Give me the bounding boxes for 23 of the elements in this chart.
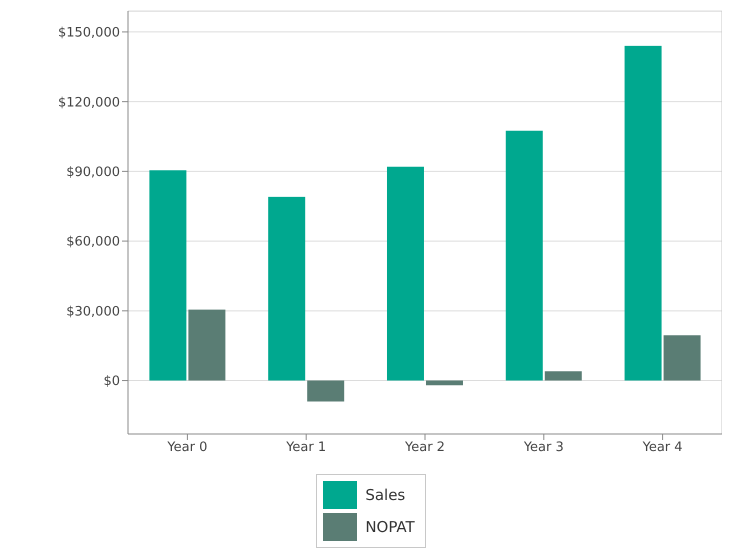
y-tick-label: $30,000 [66, 304, 120, 320]
y-tick-label: $60,000 [66, 234, 120, 250]
bar [624, 46, 662, 381]
bar [307, 380, 344, 402]
bar [664, 335, 701, 381]
bar [386, 166, 424, 381]
legend-label: NOPAT [365, 518, 415, 536]
y-tick-label: $90,000 [66, 164, 120, 180]
x-tick-label: Year 2 [404, 440, 445, 456]
bar [268, 196, 306, 381]
x-tick-label: Year 3 [522, 440, 564, 456]
x-tick-label: Year 4 [642, 440, 683, 456]
y-tick-label: $120,000 [58, 95, 120, 110]
bar [506, 130, 543, 381]
x-tick-label: Year 0 [166, 440, 208, 456]
bar [188, 310, 226, 381]
bar [426, 380, 463, 386]
bar [544, 371, 582, 381]
bar [149, 170, 186, 381]
x-tick-label: Year 1 [285, 440, 326, 456]
y-tick-label: $150,000 [58, 26, 120, 41]
y-tick-label: $0 [103, 374, 120, 390]
legend-label: Sales [365, 486, 406, 504]
